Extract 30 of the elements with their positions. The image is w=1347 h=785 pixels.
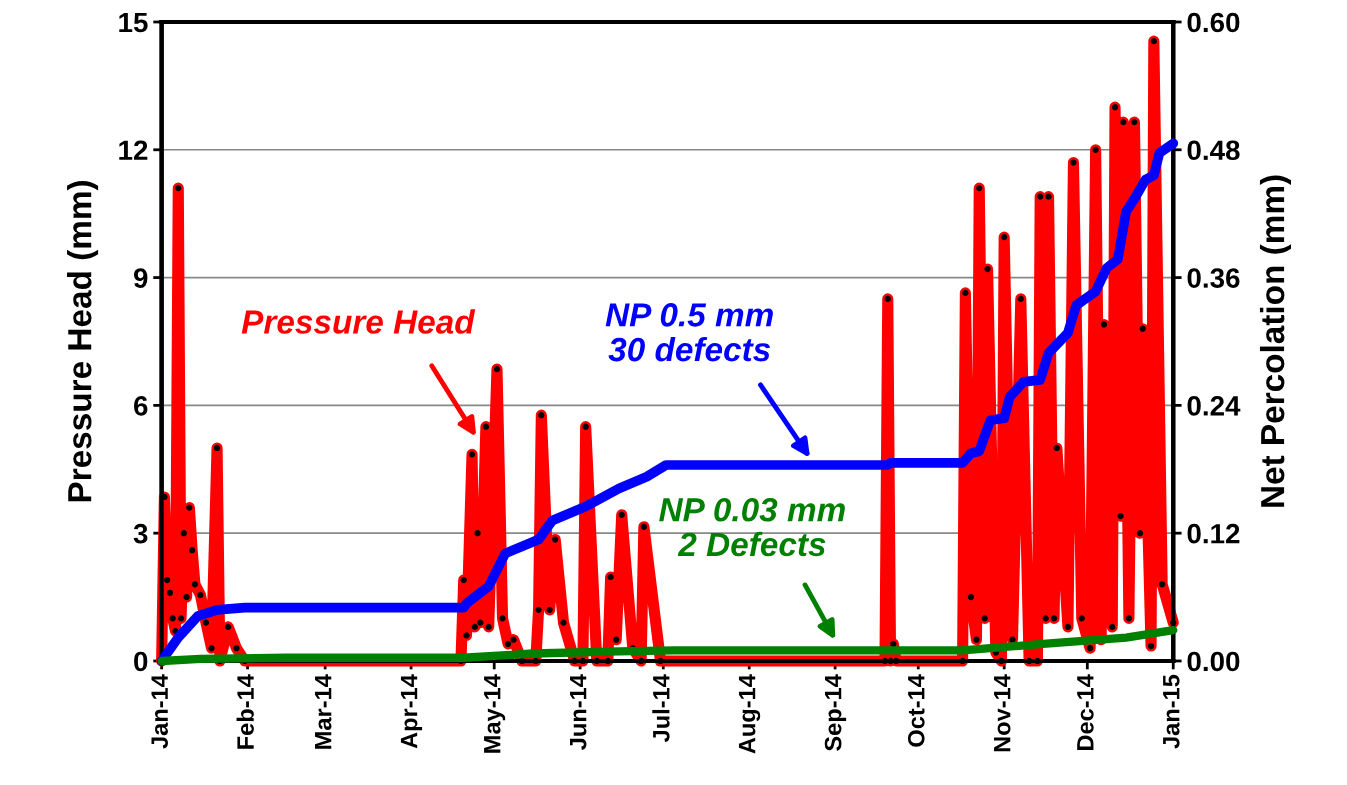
annotation: Pressure Head xyxy=(241,309,476,334)
y2-tick-label: 0.12 xyxy=(1187,523,1240,544)
x-tick-label: Dec-14 xyxy=(1077,674,1094,751)
y-tick-label: 9 xyxy=(133,268,148,288)
y-axis-title: Pressure Head (mm) xyxy=(67,181,99,502)
x-tick-label: Jul-14 xyxy=(652,674,670,743)
x-tick-label: May-14 xyxy=(484,674,506,753)
x-tick-label: Aug-14 xyxy=(738,674,761,754)
y2-axis-title: Net Percolation (mm) xyxy=(1259,175,1292,507)
x-tick-label: Jun-14 xyxy=(570,674,587,750)
x-tick-label: Feb-14 xyxy=(236,674,254,749)
x-tick-label: Nov-14 xyxy=(994,674,1011,752)
x-tick-label: Mar-14 xyxy=(315,674,332,749)
y2-tick-label: 0.48 xyxy=(1187,140,1240,161)
y-tick-label: 3 xyxy=(133,523,148,544)
annotation: NP 0.5 mm 30 defects xyxy=(605,303,773,362)
x-tick-label: Oct-14 xyxy=(907,674,925,747)
y-tick-label: 15 xyxy=(119,12,148,33)
y2-tick-label: 0.00 xyxy=(1187,651,1240,672)
y2-tick-label: 0.60 xyxy=(1187,12,1240,33)
y-tick-label: 12 xyxy=(119,140,148,160)
annotation: NP 0.03 mm 2 Defects xyxy=(659,497,845,557)
x-tick-label: Sep-14 xyxy=(824,674,847,751)
x-tick-label: Jan-15 xyxy=(1163,674,1180,749)
x-tick-label: Jan-14 xyxy=(151,674,168,749)
y-tick-label: 6 xyxy=(134,396,148,416)
y-tick-label: 0 xyxy=(134,651,148,672)
x-tick-label: Apr-14 xyxy=(400,674,423,749)
y2-tick-label: 0.36 xyxy=(1187,268,1240,288)
y2-tick-label: 0.24 xyxy=(1187,396,1241,416)
